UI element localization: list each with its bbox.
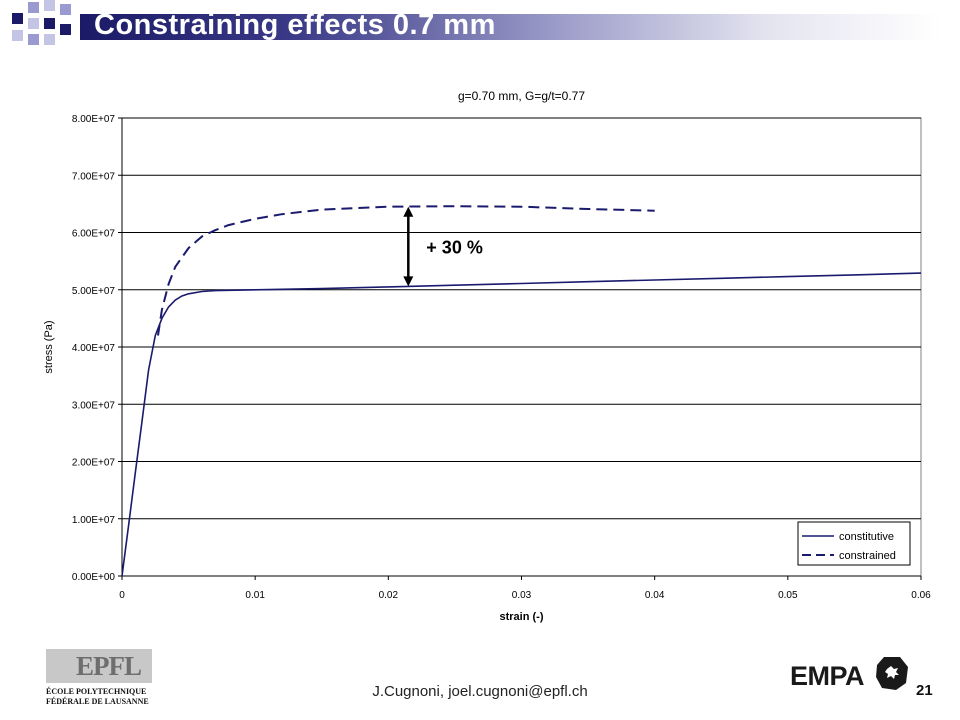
decor-square <box>12 30 23 41</box>
series-line-constrained <box>157 205 655 336</box>
legend-box <box>797 521 911 566</box>
y-tick-label: 4.00E+07 <box>72 343 116 354</box>
y-tick-label: 6.00E+07 <box>72 229 116 240</box>
x-tick-label: 0 <box>119 590 125 601</box>
empa-badge-icon <box>876 657 908 690</box>
x-tick-label: 0.06 <box>911 590 931 601</box>
legend-label-constitutive: constitutive <box>839 531 894 543</box>
decor-square <box>12 13 23 24</box>
x-tick-label: 0.05 <box>778 590 798 601</box>
empa-logo-word: EMPA <box>790 661 865 691</box>
legend-label-constrained: constrained <box>839 550 896 562</box>
annotation-arrow-head-down <box>403 276 414 287</box>
y-tick-label: 1.00E+07 <box>72 515 116 526</box>
y-tick-label: 7.00E+07 <box>72 171 116 182</box>
epfl-logo-line-2: FÉDÉRALE DE LAUSANNE <box>46 697 149 706</box>
decor-square <box>44 34 55 45</box>
decor-square <box>28 34 39 45</box>
title-bar <box>80 14 940 40</box>
x-tick-label: 0.04 <box>645 590 665 601</box>
epfl-logo-block: EPFL <box>46 649 152 683</box>
epfl-logo-line-1: ÉCOLE POLYTECHNIQUE <box>46 687 147 696</box>
decor-square <box>28 18 39 29</box>
y-tick-label: 5.00E+07 <box>72 286 116 297</box>
slide-number: 21 <box>916 682 933 699</box>
decor-square <box>28 2 39 13</box>
chart-title: g=0.70 mm, G=g/t=0.77 <box>458 89 585 103</box>
decor-square <box>60 24 71 35</box>
x-tick-label: 0.02 <box>379 590 399 601</box>
series-line-constitutive <box>121 272 922 577</box>
stress-strain-chart: 0.00E+00 1.00E+07 2.00E+07 3.00E+07 4.00E+07… <box>43 89 931 623</box>
y-tick-label: 3.00E+07 <box>72 400 116 411</box>
annotation-label: + 30 % <box>426 238 483 258</box>
annotation-arrow-head-up <box>403 206 414 217</box>
x-axis-label: strain (-) <box>500 611 544 623</box>
epfl-logo: EPFL ÉCOLE POLYTECHNIQUE FÉDÉRALE DE LAU… <box>46 649 152 711</box>
y-tick-label: 0.00E+00 <box>72 572 116 583</box>
decor-square <box>60 4 71 15</box>
footer-contact: J.Cugnoni, joel.cugnoni@epfl.ch <box>372 683 588 700</box>
empa-logo: EMPA <box>790 657 910 699</box>
epfl-logo-mark: EPFL <box>76 651 142 681</box>
decor-square <box>44 18 55 29</box>
y-tick-label: 8.00E+07 <box>72 114 116 125</box>
y-axis-label: stress (Pa) <box>43 320 55 373</box>
decor-square <box>44 0 55 11</box>
page-title: Constraining effects 0.7 mm <box>94 9 496 41</box>
y-tick-label: 2.00E+07 <box>72 458 116 469</box>
x-tick-label: 0.01 <box>245 590 265 601</box>
x-tick-label: 0.03 <box>512 590 532 601</box>
